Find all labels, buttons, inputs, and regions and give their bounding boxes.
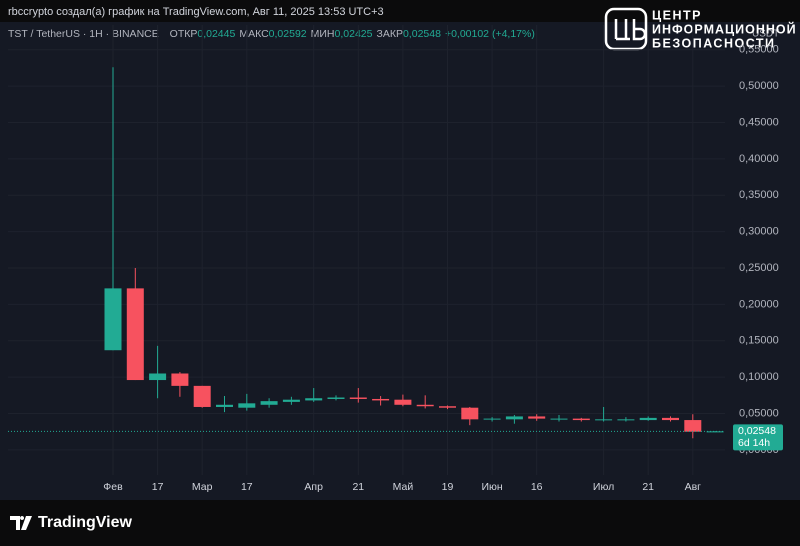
legend-value: 0,02425 [335,28,373,40]
x-tick-label: 19 [442,481,454,493]
candle-body [595,419,613,421]
legend-name: ОТКР [170,28,198,40]
footer: TradingView [10,514,133,531]
x-tick-label: 17 [241,481,253,493]
symbol: TST / TetherUS · 1H · BINANCE [8,28,159,40]
candle-body [706,431,724,433]
legend-name: ЗАКР [377,28,403,40]
candle-body [372,398,390,401]
candle-body [216,404,233,407]
y-tick-label: 0,15000 [739,335,779,347]
legend-name: МИН [311,28,335,40]
candle-body [260,401,278,405]
candle-body [662,417,679,421]
candle-body [305,398,323,401]
legend-value: 0,02548 [403,28,441,40]
candle-body [528,416,546,419]
candle-body [282,399,300,402]
candle-body [439,406,456,408]
x-tick-label: Мар [192,481,213,493]
candle-body [639,417,657,421]
logo-line: БЕЗОПАСНОСТИ [652,36,776,50]
x-tick-label: 21 [642,481,654,493]
candle-body [461,407,479,420]
candle-body [327,397,345,399]
candle-body [684,420,702,432]
y-tick-label: 0,20000 [739,298,779,310]
x-tick-label: 16 [531,481,543,493]
legend-change: +0,00102 (+4,17%) [445,28,535,40]
candle-body [193,385,211,407]
last-price-box [733,424,783,451]
y-tick-label: 0,50000 [739,80,779,92]
x-tick-label: Июл [593,481,614,493]
legend-value: 0,02592 [269,28,307,40]
brand: TradingView [38,514,133,531]
y-tick-label: 0,10000 [739,371,779,383]
candle-body [238,403,256,408]
candle-body [349,397,367,399]
x-tick-label: Фев [103,481,123,493]
chart-panel [0,22,800,500]
x-tick-label: Апр [304,481,323,493]
candle-body [617,419,635,421]
last-price-label: 0,02548 [738,425,776,437]
y-tick-label: 0,45000 [739,116,779,128]
y-tick-label: 0,25000 [739,262,779,274]
x-tick-label: Май [393,481,414,493]
candle-body [149,373,167,381]
y-tick-label: 0,40000 [739,153,779,165]
logo: ЦЕНТР ИНФОРМАЦИОННОЙ БЕЗОПАСНОСТИ [604,7,797,51]
logo-line: ЦЕНТР [652,8,702,22]
candle-body [505,416,523,420]
candle-body [104,288,122,351]
candle-body [483,418,501,420]
legend-value: 0,02445 [197,28,235,40]
last-price-countdown: 6d 14h [738,437,770,449]
legend-name: МАКС [239,28,269,40]
attribution: rbccrypto создал(а) график на TradingVie… [8,6,384,18]
brand-icon [10,516,32,530]
x-tick-label: Июн [481,481,502,493]
currency: USDT [752,29,779,40]
candle-body [572,418,590,421]
x-tick-label: 17 [152,481,164,493]
candle-body [394,399,412,405]
x-tick-label: 21 [352,481,364,493]
y-tick-label: 0,05000 [739,407,779,419]
y-tick-label: 0,30000 [739,226,779,238]
candle-body [550,418,568,420]
logo-icon [604,7,648,51]
y-tick-label: 0,55000 [739,44,779,56]
logo-line: ИНФОРМАЦИОННОЙ [652,21,797,36]
candle-body [416,404,434,407]
y-tick-label: 0,35000 [739,189,779,201]
candle-body [171,373,189,386]
logo-glyph [614,19,647,41]
x-tick-label: Авг [685,481,702,493]
legend: TST / TetherUS · 1H · BINANCE ОТКР0,0244… [8,28,535,40]
candle-body [126,288,144,381]
